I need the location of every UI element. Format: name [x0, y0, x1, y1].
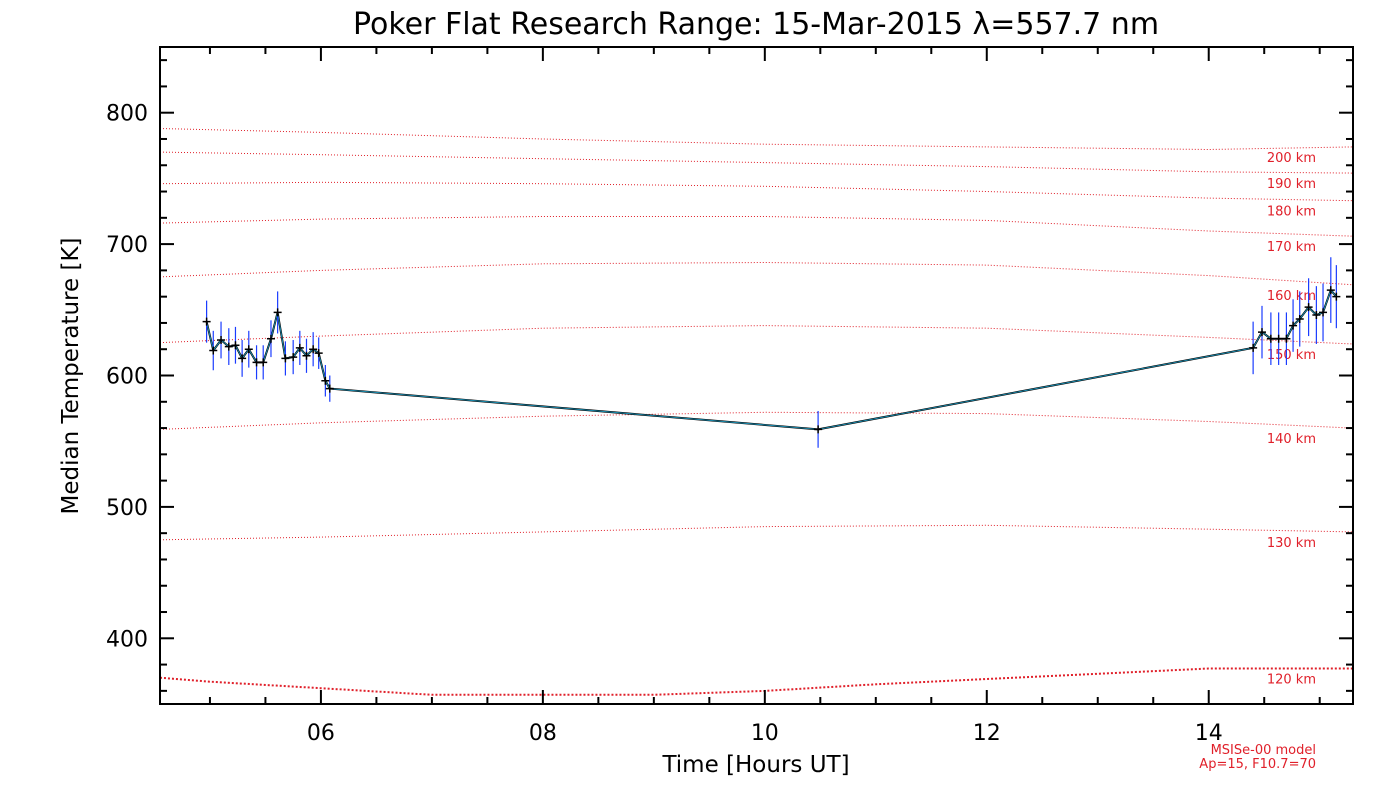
data-point	[224, 342, 233, 351]
data-point	[202, 317, 211, 326]
y-tick-label: 700	[106, 233, 148, 258]
model-curve	[159, 325, 1354, 345]
data-point	[1282, 334, 1291, 343]
altitude-label: 120 km	[1267, 673, 1316, 688]
x-tick-label: 14	[1195, 721, 1223, 746]
data-point	[281, 354, 290, 363]
data-point	[209, 346, 218, 355]
data-point	[266, 334, 275, 343]
x-tick-label: 08	[529, 721, 557, 746]
data-point	[217, 336, 226, 345]
altitude-label: 140 km	[1267, 432, 1316, 447]
data-point	[289, 353, 298, 362]
data-point	[1258, 328, 1266, 337]
y-tick-label: 500	[106, 496, 148, 521]
data-point	[1266, 334, 1275, 343]
model-curve	[159, 524, 1354, 541]
chart-title: Poker Flat Research Range: 15-Mar-2015 λ…	[353, 7, 1159, 42]
data-layer	[202, 257, 1341, 448]
data-point	[259, 358, 268, 367]
data-point	[1274, 334, 1283, 343]
data-point	[1289, 321, 1298, 330]
model-curve	[159, 181, 1354, 202]
altitude-label: 200 km	[1267, 151, 1316, 166]
plot-frame	[159, 46, 1354, 705]
x-tick-label: 06	[307, 721, 335, 746]
data-point	[1332, 292, 1341, 301]
axis-ticks	[160, 47, 1353, 704]
altitude-label: 130 km	[1267, 536, 1316, 551]
data-point	[1304, 303, 1313, 312]
data-point	[325, 384, 334, 393]
data-point	[1319, 308, 1328, 317]
model-curves: 120 km 130 km 140 km 150 km 160 km 170 km 180 …	[159, 128, 1354, 696]
data-point	[814, 425, 823, 434]
data-point	[314, 349, 323, 358]
model-curve	[159, 411, 1354, 430]
data-point	[302, 351, 311, 360]
x-tick-label: 12	[973, 721, 1001, 746]
data-point	[1295, 314, 1304, 323]
tick-labels: 06 08 10 12 14 400 500 600 700 800	[106, 102, 1223, 746]
data-point	[231, 341, 240, 350]
data-point	[295, 343, 304, 352]
data-point	[1312, 311, 1321, 320]
data-point	[1249, 343, 1258, 352]
data-point	[273, 308, 282, 317]
data-point	[244, 345, 253, 354]
model-note-line-1: MSISe-00 model	[1211, 743, 1316, 758]
data-line-inner	[206, 289, 1337, 430]
y-tick-label: 800	[106, 102, 148, 127]
y-axis-label: Median Temperature [K]	[58, 238, 84, 515]
altitude-label: 180 km	[1267, 205, 1316, 220]
altitude-label: 160 km	[1267, 289, 1316, 304]
altitude-label: 150 km	[1267, 348, 1316, 363]
model-curve	[159, 667, 1353, 696]
data-line	[205, 288, 1338, 431]
altitude-label: 170 km	[1267, 240, 1316, 255]
data-point	[238, 354, 247, 363]
model-curve	[159, 216, 1354, 237]
data-point	[309, 345, 318, 354]
model-curve	[159, 151, 1354, 174]
data-point	[1326, 286, 1335, 295]
y-tick-label: 600	[106, 365, 148, 390]
x-tick-label: 10	[751, 721, 779, 746]
data-point	[321, 376, 330, 385]
x-axis-label: Time [Hours UT]	[661, 752, 849, 778]
model-curve	[159, 261, 1354, 286]
model-curve	[159, 128, 1354, 151]
altitude-label: 190 km	[1267, 177, 1316, 192]
y-tick-label: 400	[106, 627, 148, 652]
model-note-line-2: Ap=15, F10.7=70	[1199, 757, 1316, 772]
